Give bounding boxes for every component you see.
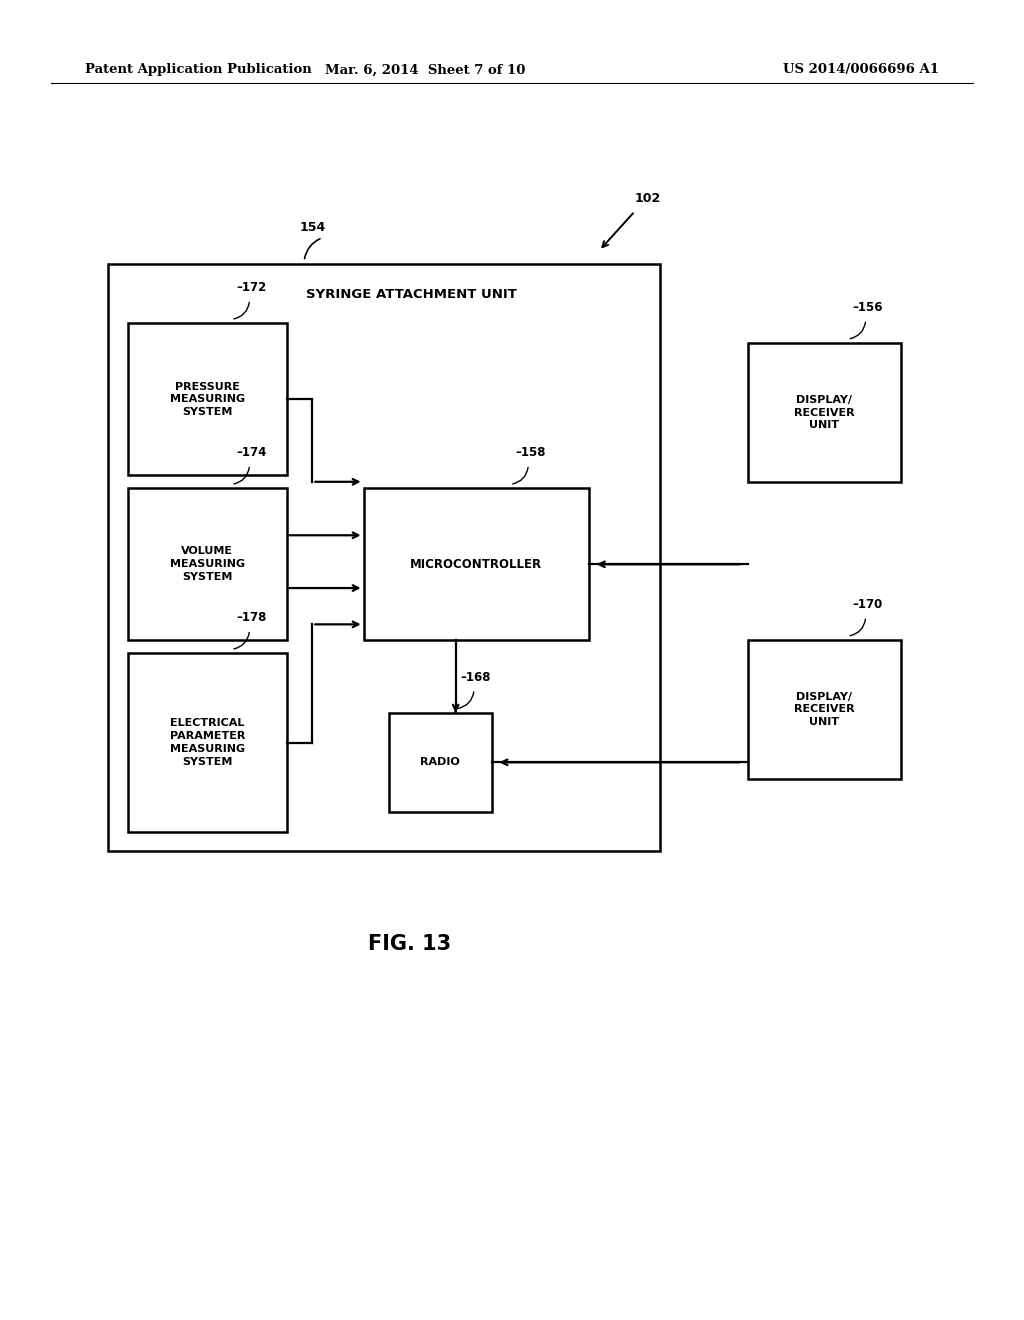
Bar xyxy=(364,488,589,640)
Text: RADIO: RADIO xyxy=(421,758,460,767)
Text: 102: 102 xyxy=(635,191,662,205)
Text: –174: –174 xyxy=(237,446,266,459)
Text: –178: –178 xyxy=(237,611,266,624)
Text: –170: –170 xyxy=(852,598,883,611)
Text: DISPLAY/
RECEIVER
UNIT: DISPLAY/ RECEIVER UNIT xyxy=(794,692,855,727)
Text: DISPLAY/
RECEIVER
UNIT: DISPLAY/ RECEIVER UNIT xyxy=(794,395,855,430)
Bar xyxy=(128,488,287,640)
Bar xyxy=(128,653,287,832)
Text: –156: –156 xyxy=(852,301,883,314)
Bar xyxy=(128,323,287,475)
Text: –172: –172 xyxy=(237,281,266,294)
Text: VOLUME
MEASURING
SYSTEM: VOLUME MEASURING SYSTEM xyxy=(170,546,245,582)
Bar xyxy=(108,264,660,851)
Text: Mar. 6, 2014  Sheet 7 of 10: Mar. 6, 2014 Sheet 7 of 10 xyxy=(325,63,525,77)
Text: ELECTRICAL
PARAMETER
MEASURING
SYSTEM: ELECTRICAL PARAMETER MEASURING SYSTEM xyxy=(170,718,245,767)
Bar xyxy=(389,713,492,812)
Text: SYRINGE ATTACHMENT UNIT: SYRINGE ATTACHMENT UNIT xyxy=(306,288,517,301)
Text: 154: 154 xyxy=(299,220,326,234)
Bar xyxy=(748,343,901,482)
Text: PRESSURE
MEASURING
SYSTEM: PRESSURE MEASURING SYSTEM xyxy=(170,381,245,417)
Text: FIG. 13: FIG. 13 xyxy=(368,933,452,954)
Text: MICROCONTROLLER: MICROCONTROLLER xyxy=(410,558,543,570)
Text: –168: –168 xyxy=(461,671,492,684)
Bar xyxy=(748,640,901,779)
Text: US 2014/0066696 A1: US 2014/0066696 A1 xyxy=(783,63,939,77)
Text: –158: –158 xyxy=(515,446,546,459)
Text: Patent Application Publication: Patent Application Publication xyxy=(85,63,311,77)
